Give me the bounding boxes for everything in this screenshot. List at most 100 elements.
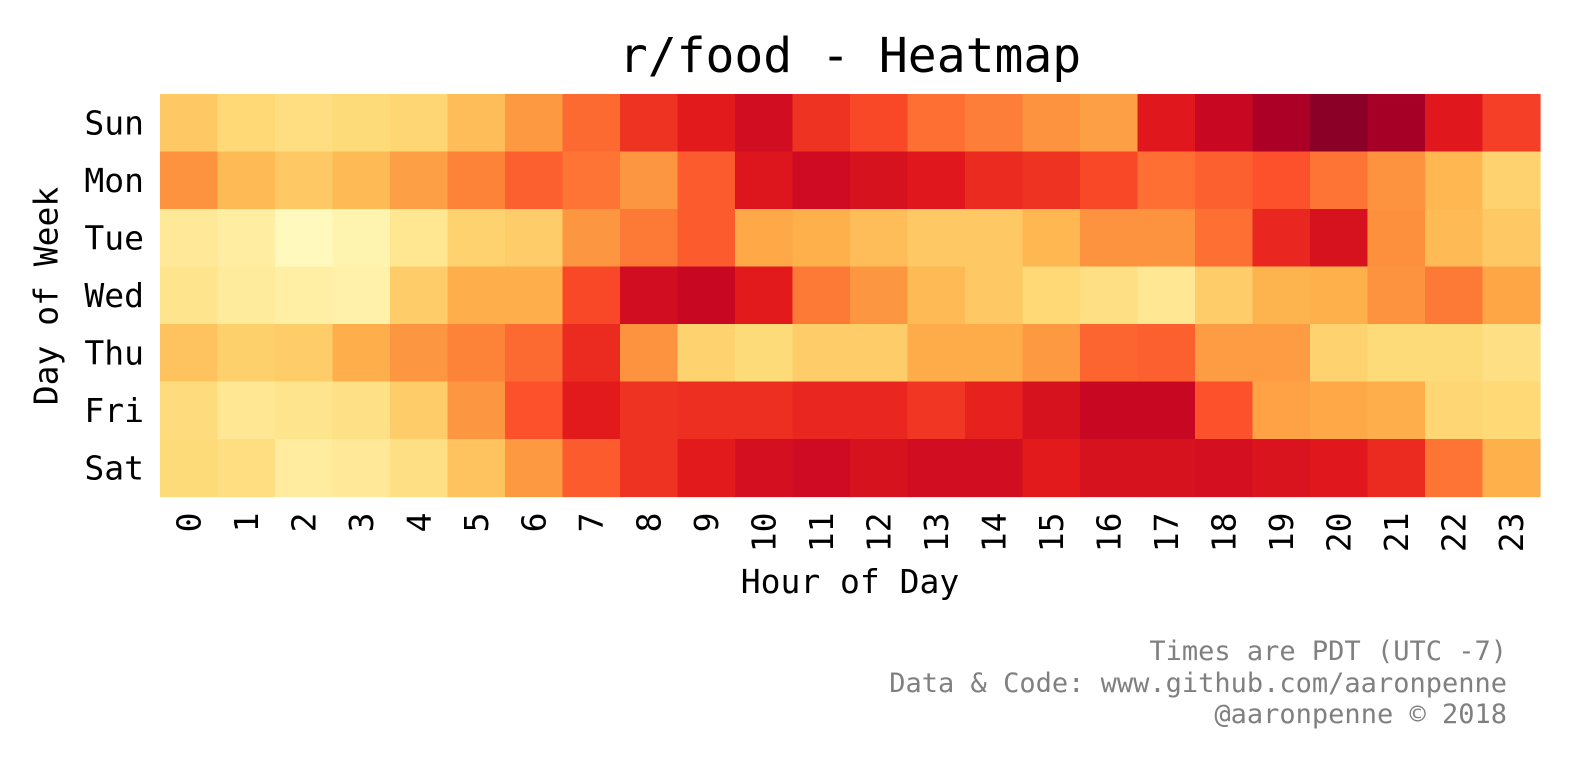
heatmap-cell-mon-22 bbox=[1425, 151, 1484, 210]
heatmap-cell-wed-1 bbox=[217, 266, 276, 325]
heatmap-cell-wed-3 bbox=[332, 266, 391, 325]
heatmap-cell-wed-17 bbox=[1137, 266, 1196, 325]
heatmap-cell-thu-15 bbox=[1022, 324, 1081, 383]
heatmap-cell-sun-23 bbox=[1482, 94, 1541, 153]
heatmap-cell-tue-8 bbox=[620, 209, 679, 268]
heatmap-cell-sat-13 bbox=[907, 439, 966, 498]
heatmap-cell-wed-12 bbox=[850, 266, 909, 325]
heatmap-cell-sun-6 bbox=[505, 94, 564, 153]
x-tick-label: 17 bbox=[1147, 513, 1186, 553]
heatmap-cell-mon-19 bbox=[1252, 151, 1311, 210]
heatmap-cell-tue-1 bbox=[217, 209, 276, 268]
heatmap-cell-fri-18 bbox=[1195, 381, 1254, 440]
heatmap-cell-sat-1 bbox=[217, 439, 276, 498]
y-tick-label: Wed bbox=[84, 276, 144, 315]
heatmap-cell-sat-16 bbox=[1080, 439, 1139, 498]
x-axis-label: Hour of Day bbox=[740, 562, 960, 601]
heatmap-cell-sun-3 bbox=[332, 94, 391, 153]
heatmap-cell-tue-15 bbox=[1022, 209, 1081, 268]
footer-notes: Times are PDT (UTC -7) Data & Code: www.… bbox=[889, 636, 1507, 731]
heatmap-cell-thu-19 bbox=[1252, 324, 1311, 383]
heatmap-cell-fri-7 bbox=[562, 381, 621, 440]
heatmap-cell-wed-6 bbox=[505, 266, 564, 325]
x-tick-label: 4 bbox=[399, 513, 438, 533]
heatmap-cell-fri-21 bbox=[1367, 381, 1426, 440]
heatmap-cell-fri-6 bbox=[505, 381, 564, 440]
heatmap-cell-thu-18 bbox=[1195, 324, 1254, 383]
heatmap-cell-mon-18 bbox=[1195, 151, 1254, 210]
x-tick-label: 7 bbox=[572, 513, 611, 533]
y-tick-label: Mon bbox=[84, 161, 144, 200]
heatmap-cell-tue-2 bbox=[275, 209, 334, 268]
x-tick-label: 23 bbox=[1492, 513, 1531, 553]
heatmap-cell-tue-3 bbox=[332, 209, 391, 268]
footer-source-note: Data & Code: www.github.com/aaronpenne bbox=[889, 667, 1507, 699]
heatmap-cell-sat-4 bbox=[390, 439, 449, 498]
heatmap-cell-thu-11 bbox=[792, 324, 851, 383]
heatmap-cell-sat-2 bbox=[275, 439, 334, 498]
y-tick-label: Fri bbox=[84, 391, 144, 430]
heatmap-cell-wed-15 bbox=[1022, 266, 1081, 325]
heatmap-cell-sun-11 bbox=[792, 94, 851, 153]
heatmap-cell-tue-20 bbox=[1310, 209, 1369, 268]
heatmap-cell-sat-20 bbox=[1310, 439, 1369, 498]
heatmap-cell-sat-12 bbox=[850, 439, 909, 498]
heatmap-cell-mon-8 bbox=[620, 151, 679, 210]
heatmap-cell-thu-23 bbox=[1482, 324, 1541, 383]
heatmap-cell-thu-13 bbox=[907, 324, 966, 383]
y-tick-label: Thu bbox=[84, 333, 144, 372]
heatmap-cell-tue-6 bbox=[505, 209, 564, 268]
y-tick-label: Tue bbox=[84, 218, 144, 257]
heatmap-cell-mon-15 bbox=[1022, 151, 1081, 210]
heatmap-cell-wed-4 bbox=[390, 266, 449, 325]
heatmap-cell-thu-12 bbox=[850, 324, 909, 383]
heatmap-cell-thu-5 bbox=[447, 324, 506, 383]
heatmap-cell-sun-5 bbox=[447, 94, 506, 153]
x-tick-label: 22 bbox=[1434, 513, 1473, 553]
chart-title: r/food - Heatmap bbox=[618, 28, 1082, 84]
heatmap-cell-wed-22 bbox=[1425, 266, 1484, 325]
x-tick-label: 10 bbox=[744, 513, 783, 553]
y-tick-label: Sun bbox=[84, 103, 144, 142]
heatmap-cell-sun-4 bbox=[390, 94, 449, 153]
x-tick-label: 13 bbox=[917, 513, 956, 553]
heatmap-cell-mon-20 bbox=[1310, 151, 1369, 210]
heatmap-cell-wed-8 bbox=[620, 266, 679, 325]
heatmap-cell-mon-11 bbox=[792, 151, 851, 210]
x-tick-label: 6 bbox=[514, 513, 553, 533]
heatmap-cell-sat-23 bbox=[1482, 439, 1541, 498]
heatmap-cell-sun-17 bbox=[1137, 94, 1196, 153]
heatmap-cell-fri-4 bbox=[390, 381, 449, 440]
x-tick-label: 19 bbox=[1262, 513, 1301, 553]
heatmap-cell-wed-18 bbox=[1195, 266, 1254, 325]
y-tick-label: Sat bbox=[84, 448, 144, 487]
heatmap-cell-wed-10 bbox=[735, 266, 794, 325]
heatmap-cell-mon-1 bbox=[217, 151, 276, 210]
heatmap-cell-thu-1 bbox=[217, 324, 276, 383]
heatmap-cell-tue-14 bbox=[965, 209, 1024, 268]
heatmap-cell-mon-2 bbox=[275, 151, 334, 210]
x-tick-label: 3 bbox=[342, 513, 381, 533]
heatmap-cell-mon-17 bbox=[1137, 151, 1196, 210]
heatmap-cell-sat-3 bbox=[332, 439, 391, 498]
heatmap-cell-sun-15 bbox=[1022, 94, 1081, 153]
heatmap-cell-tue-23 bbox=[1482, 209, 1541, 268]
heatmap-cell-sat-18 bbox=[1195, 439, 1254, 498]
heatmap-cell-fri-12 bbox=[850, 381, 909, 440]
heatmap-cell-sun-2 bbox=[275, 94, 334, 153]
heatmap-cell-thu-10 bbox=[735, 324, 794, 383]
heatmap-cell-tue-18 bbox=[1195, 209, 1254, 268]
heatmap-cell-tue-9 bbox=[677, 209, 736, 268]
heatmap-cell-tue-12 bbox=[850, 209, 909, 268]
heatmap-cell-tue-19 bbox=[1252, 209, 1311, 268]
heatmap-cell-sat-6 bbox=[505, 439, 564, 498]
heatmap-cell-tue-17 bbox=[1137, 209, 1196, 268]
x-tick-label: 5 bbox=[457, 513, 496, 533]
x-tick-label: 12 bbox=[859, 513, 898, 553]
heatmap-cell-sun-8 bbox=[620, 94, 679, 153]
heatmap-cell-wed-23 bbox=[1482, 266, 1541, 325]
heatmap-cell-sun-16 bbox=[1080, 94, 1139, 153]
heatmap-cell-wed-19 bbox=[1252, 266, 1311, 325]
heatmap-cell-fri-20 bbox=[1310, 381, 1369, 440]
